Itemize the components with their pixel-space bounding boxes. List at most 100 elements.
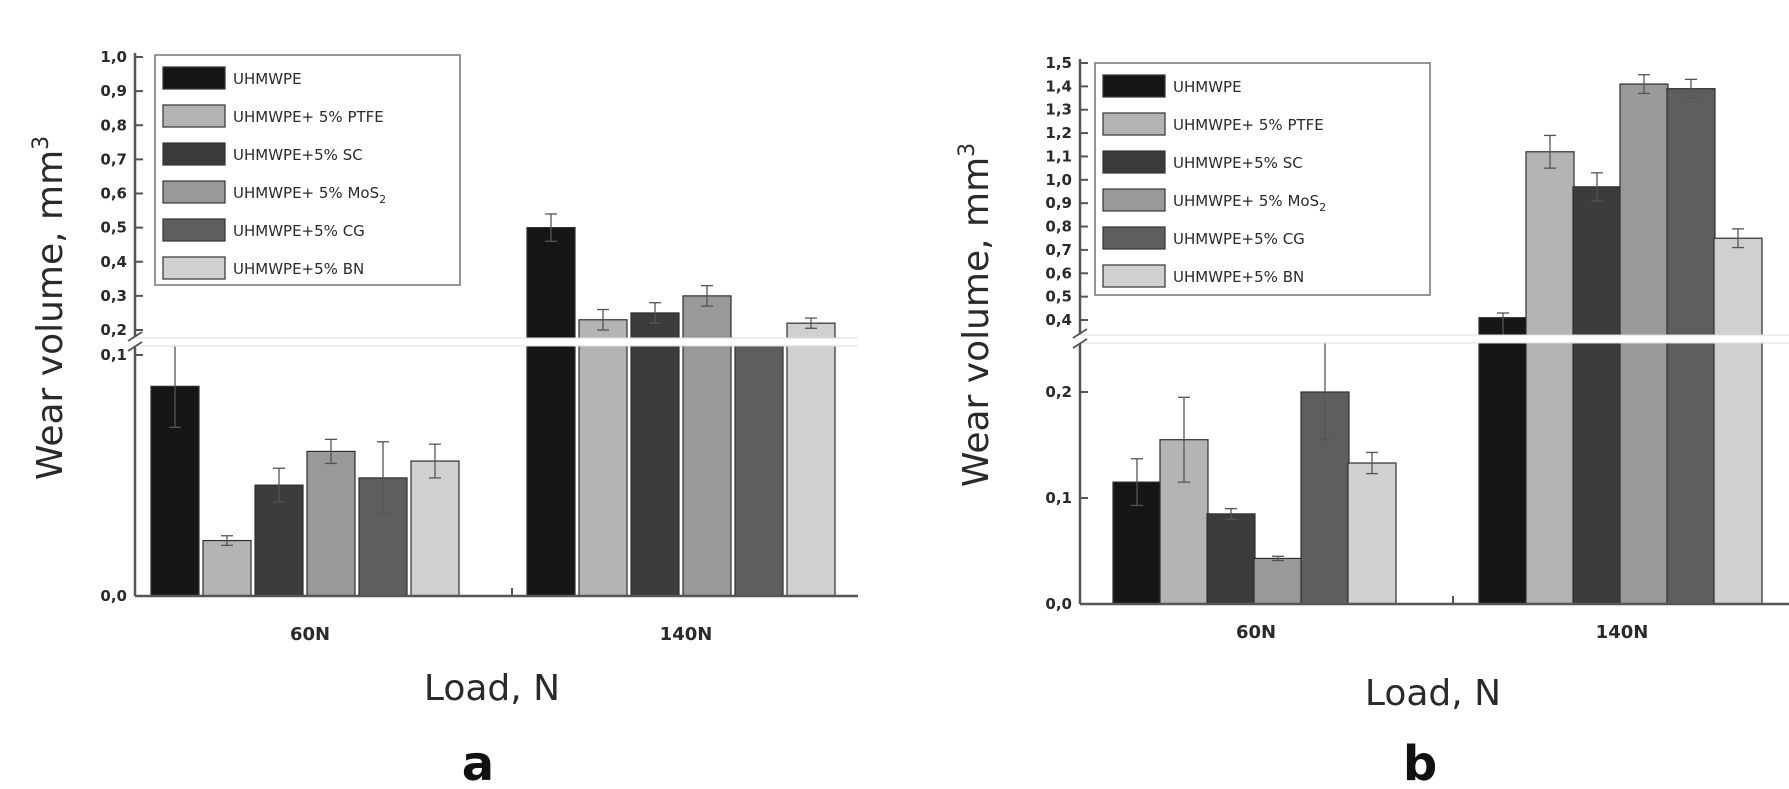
legend-entry-label: UHMWPE+ 5% PTFE [233,108,384,126]
y-tick-label: 1,4 [1045,77,1072,95]
bar-140N-series-5 [734,342,784,597]
legend-entry-label: UHMWPE+5% BN [1173,268,1304,286]
legend-swatch [162,256,226,280]
bar-140N-series-6 [1713,237,1763,605]
y-tick-label: 0,5 [1045,288,1072,306]
bar-140N-series-6 [786,322,836,597]
y-tick-label: 0,1 [100,346,127,364]
legend-entry: UHMWPE+5% BN [233,260,364,278]
axis-break-band [133,338,860,346]
legend-entry-label: UHMWPE+ 5% MoS [1173,192,1319,210]
y-tick-label: 1,1 [1045,147,1072,165]
x-category-label: 140N [1596,622,1649,643]
legend-frame [154,54,461,286]
y-tick-label: 0,9 [100,82,127,100]
chart-panel-b: 0,0 0,1 0,2 0,4 0,5 0,6 0,7 0,8 0,9 1,0 1,1 1,2 1,3 1… [955,54,1789,789]
legend-entry-label: UHMWPE+5% SC [233,146,363,164]
y-tick-label: 1,2 [1045,124,1072,142]
legend-frame [1094,62,1431,296]
y-axis-label-text: Wear volume, mm [30,150,71,480]
y-tick-label: 0,6 [100,185,127,203]
y-axis-label: Wear volume, mm3 [29,136,71,480]
legend-entry: UHMWPE+ 5% MoS2 [233,184,386,206]
y-tick-label: 0,8 [100,116,127,134]
bar-60N-series-3 [1206,513,1256,605]
legend-entry-subscript: 2 [1319,201,1326,214]
legend-entry: UHMWPE+5% CG [1173,230,1305,248]
y-axis-label-superscript: 3 [955,143,980,157]
legend-swatch [1102,150,1166,174]
bar-140N-series-1 [526,227,576,597]
chart-panel-a: 0,0 0,1 0,2 0,3 0,4 0,5 0,6 0,7 0,8 0,9 1,0 60N 140N… [29,48,860,789]
panel-label: a [462,736,494,789]
legend-entry: UHMWPE+ 5% MoS2 [1173,192,1326,214]
bar-140N-series-2 [1525,151,1575,605]
x-axis-label: Load, N [424,668,560,709]
error-bars [1131,74,1744,562]
legend-swatch [1102,226,1166,250]
legend-entry-label: UHMWPE+ 5% MoS [233,184,379,202]
legend-entry-label: UHMWPE+5% CG [1173,230,1305,248]
x-category-label: 140N [660,624,713,645]
bar-60N-series-4 [306,450,356,597]
y-tick-label: 1,3 [1045,101,1072,119]
error-bars [169,213,817,547]
y-axis-label-text: Wear volume, mm [956,157,997,487]
bar-140N-series-3 [630,312,680,597]
bar-60N-series-6 [410,460,460,597]
y-tick-label: 0,1 [1045,489,1072,507]
y-tick-label: 0,7 [1045,241,1072,259]
x-category-label: 60N [1236,622,1276,643]
bar-60N-series-4 [1253,557,1303,605]
legend-swatch [1102,264,1166,288]
legend-entry-label: UHMWPE+ 5% PTFE [1173,116,1324,134]
x-category-label: 60N [290,624,330,645]
legend: UHMWPE UHMWPE+ 5% PTFE UHMWPE+5% SC UHMWPE+… [1094,62,1431,296]
legend-swatch [162,180,226,204]
legend-entry-label: UHMWPE+5% BN [233,260,364,278]
y-tick-label: 0,7 [100,150,127,168]
legend-entry-label: UHMWPE+5% SC [1173,154,1303,172]
legend-swatch [1102,112,1166,136]
bar-60N-series-6 [1347,462,1397,605]
bar-140N-series-3 [1572,186,1622,605]
legend-entry: UHMWPE+ 5% PTFE [233,108,384,126]
y-tick-label: 0,3 [100,287,127,305]
y-tick-label: 0,0 [100,587,127,605]
bar-140N-series-5 [1666,88,1716,605]
y-tick-label: 1,0 [1045,171,1072,189]
panel-label: b [1403,736,1437,789]
axis-break-mark [1072,328,1088,349]
y-tick-label: 0,2 [1045,383,1072,401]
y-tick-label: 0,6 [1045,264,1072,282]
y-tick-label: 0,4 [1045,311,1072,329]
legend-entry-label: UHMWPE+5% CG [233,222,365,240]
legend-entry: UHMWPE+5% SC [1173,154,1303,172]
legend-swatch [1102,74,1166,98]
y-tick-label: 0,0 [1045,595,1072,613]
axis-break-mark [127,331,143,352]
y-tick-label: 0,5 [100,219,127,237]
legend-entry-label: UHMWPE [233,70,302,88]
y-tick-label: 0,2 [100,321,127,339]
legend-swatch [162,142,226,166]
bar-60N-series-2 [202,539,252,597]
bar-140N-series-4 [1619,83,1669,605]
y-tick-label: 0,4 [100,253,127,271]
legend: UHMWPE UHMWPE+ 5% PTFE UHMWPE+5% SC UHMWPE+… [154,54,461,286]
y-tick-label: 1,5 [1045,54,1072,72]
legend-swatch [162,66,226,90]
y-tick-label: 0,8 [1045,218,1072,236]
axis-break-band [1078,335,1789,343]
legend-entry-subscript: 2 [379,193,386,206]
y-axis-label-superscript: 3 [29,136,54,150]
y-tick-label: 1,0 [100,48,127,66]
legend-entry: UHMWPE [1173,78,1242,96]
legend-entry: UHMWPE [233,70,302,88]
bar-140N-series-1 [1478,317,1528,605]
y-axis-label: Wear volume, mm3 [955,143,997,487]
legend-swatch [1102,188,1166,212]
x-axis-label: Load, N [1365,673,1501,714]
legend-entry: UHMWPE+5% BN [1173,268,1304,286]
